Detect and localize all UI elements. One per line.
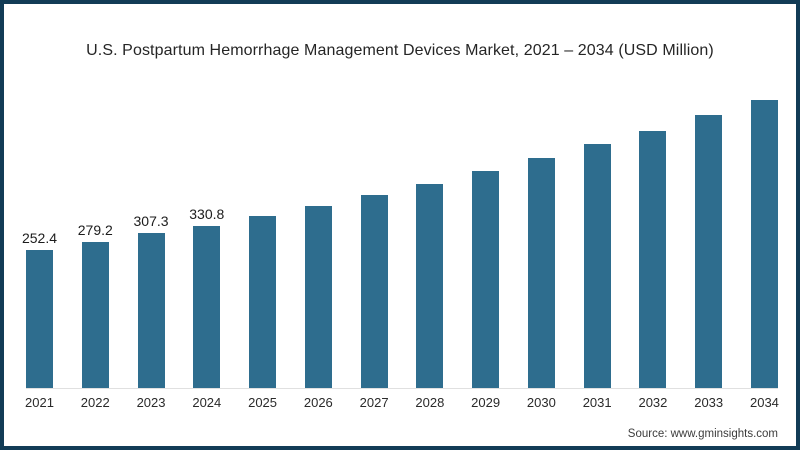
bar: 330.8 2024 (189, 206, 224, 410)
x-tick-label: 2030 (526, 395, 556, 410)
x-tick-label: 2033 (694, 395, 724, 410)
plot-row: 252.4 2021 279.2 2022 307.3 2023 330.8 2… (22, 84, 779, 410)
bar: 2026 (304, 206, 333, 410)
chart-title: U.S. Postpartum Hemorrhage Management De… (86, 42, 714, 59)
bar-value-label: 252.4 (21, 230, 58, 246)
x-tick-label: 2032 (638, 395, 668, 410)
bar: 2033 (694, 115, 723, 410)
x-tick-label: 2028 (415, 395, 445, 410)
bar: 2025 (248, 216, 277, 410)
bar: 2029 (471, 171, 500, 410)
x-tick-label: 2022 (80, 395, 110, 410)
source-attribution: Source: www.gminsights.com (627, 428, 778, 440)
x-tick-label: 2023 (136, 395, 166, 410)
bar: 2028 (415, 184, 444, 410)
bar: 2030 (527, 158, 556, 410)
x-tick-label: 2029 (471, 395, 501, 410)
x-tick-label: 2026 (303, 395, 333, 410)
x-tick-label: 2027 (359, 395, 389, 410)
bar-value-label: 307.3 (133, 213, 169, 229)
bar: 2034 (750, 100, 779, 410)
bar: 279.2 2022 (78, 222, 113, 410)
bar-value-label: 279.2 (77, 222, 113, 238)
x-tick-label: 2031 (582, 395, 612, 410)
x-tick-label: 2034 (749, 395, 779, 410)
x-tick-label: 2024 (192, 395, 222, 410)
bar-value-label: 330.8 (189, 206, 225, 222)
bar: 252.4 2021 (22, 230, 57, 410)
bar: 2032 (638, 131, 667, 410)
plot-area: 252.4 2021 279.2 2022 307.3 2023 330.8 2… (22, 84, 779, 410)
x-tick-label: 2025 (248, 395, 278, 410)
x-tick-label: 2021 (25, 395, 54, 410)
bar: 307.3 2023 (134, 213, 169, 410)
bar: 2027 (360, 195, 389, 410)
bar: 2031 (583, 144, 612, 410)
